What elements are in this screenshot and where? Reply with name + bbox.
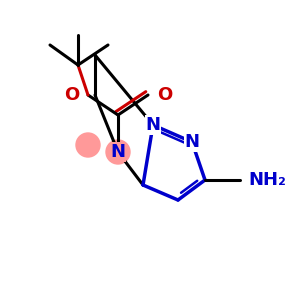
Circle shape xyxy=(106,140,130,164)
Text: O: O xyxy=(64,86,79,104)
Text: O: O xyxy=(157,86,172,104)
Circle shape xyxy=(76,133,100,157)
Text: N: N xyxy=(146,116,160,134)
Text: N: N xyxy=(184,133,200,151)
Text: N: N xyxy=(110,143,125,161)
Text: NH₂: NH₂ xyxy=(248,171,286,189)
